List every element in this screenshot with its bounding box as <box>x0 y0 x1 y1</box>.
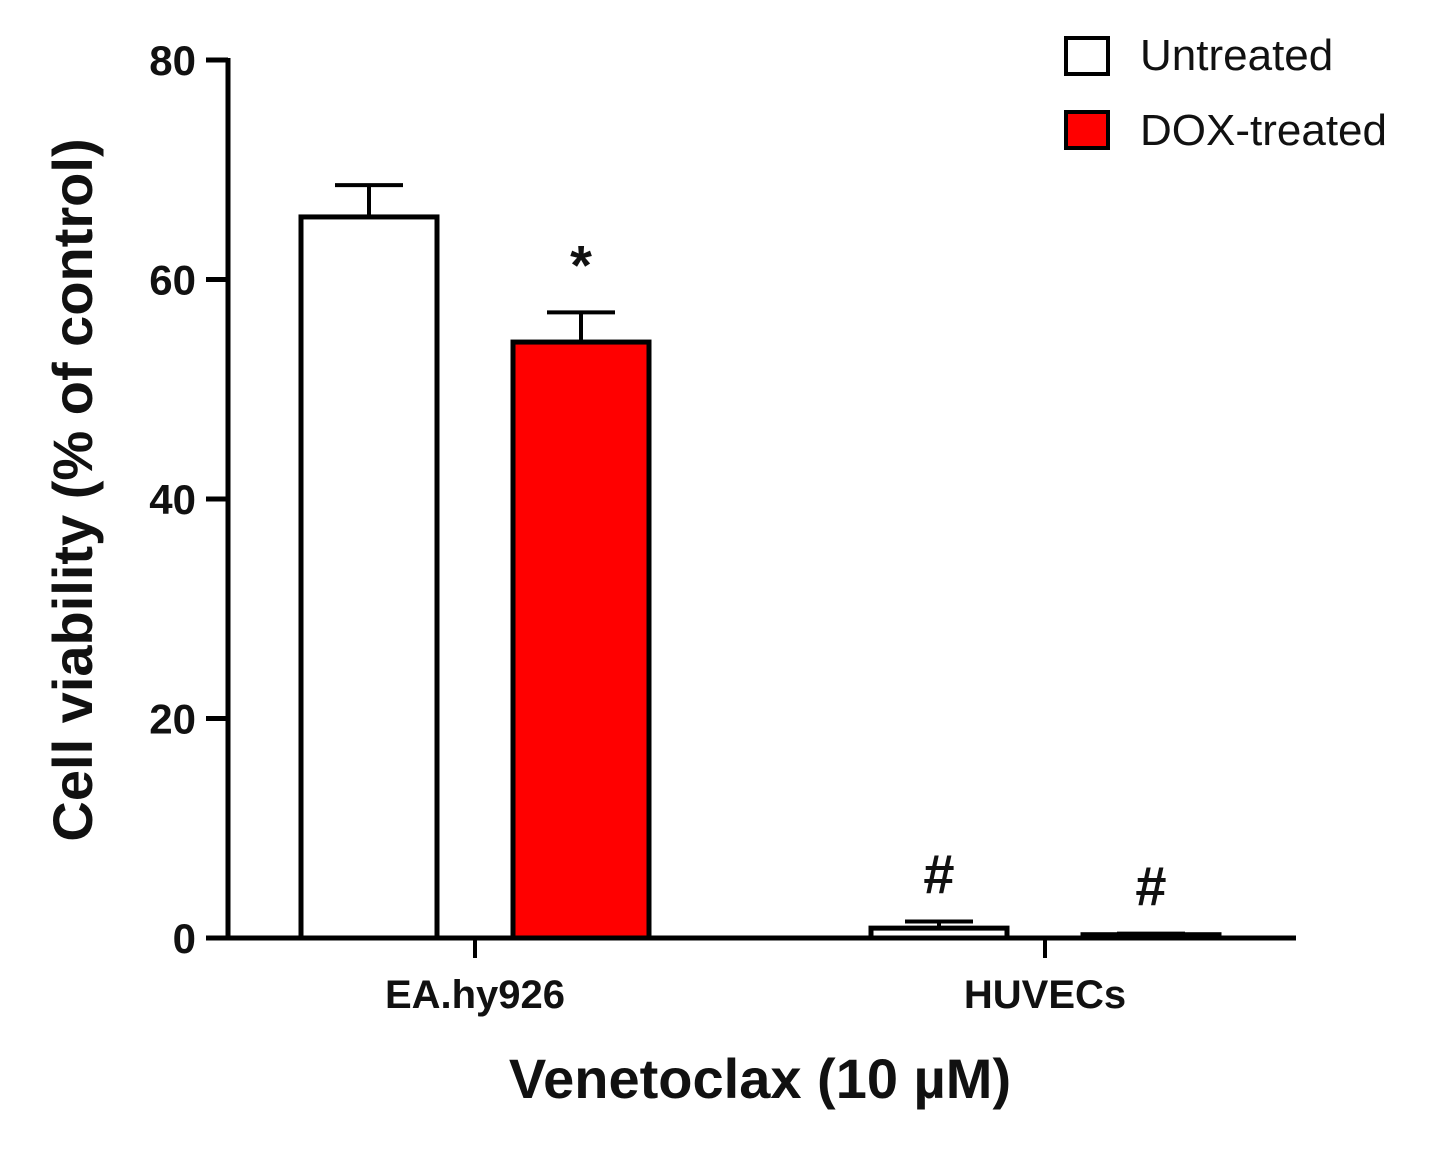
y-tick-label: 20 <box>149 696 196 743</box>
y-tick-label: 60 <box>149 257 196 304</box>
x-axis-title: Venetoclax (10 µM) <box>509 1047 1011 1110</box>
error-bars-layer <box>335 183 1185 936</box>
x-category-label: HUVECs <box>964 973 1126 1017</box>
significance-marker: # <box>1135 855 1166 918</box>
x-category-label: EA.hy926 <box>385 973 565 1017</box>
x-categories-layer: EA.hy926 HUVECs <box>385 938 1126 1017</box>
legend-label-untreated: Untreated <box>1140 31 1333 80</box>
bar <box>298 214 440 941</box>
legend-swatch-untreated <box>1064 36 1110 76</box>
y-ticks-layer: 0 20 40 60 80 <box>149 37 228 962</box>
y-axis-title: Cell viability (% of control) <box>41 138 104 841</box>
legend: Untreated DOX-treated <box>1064 31 1387 155</box>
annotations-layer: * # # <box>570 233 1166 917</box>
significance-marker: # <box>923 843 954 906</box>
bar <box>510 339 652 941</box>
legend-label-dox-treated: DOX-treated <box>1140 106 1387 155</box>
y-tick-label: 40 <box>149 476 196 523</box>
bars-layer <box>298 214 1222 941</box>
y-tick-label: 0 <box>173 915 196 962</box>
y-tick-label: 80 <box>149 37 196 84</box>
significance-marker: * <box>570 233 592 296</box>
legend-swatch-dox-treated <box>1064 110 1110 150</box>
